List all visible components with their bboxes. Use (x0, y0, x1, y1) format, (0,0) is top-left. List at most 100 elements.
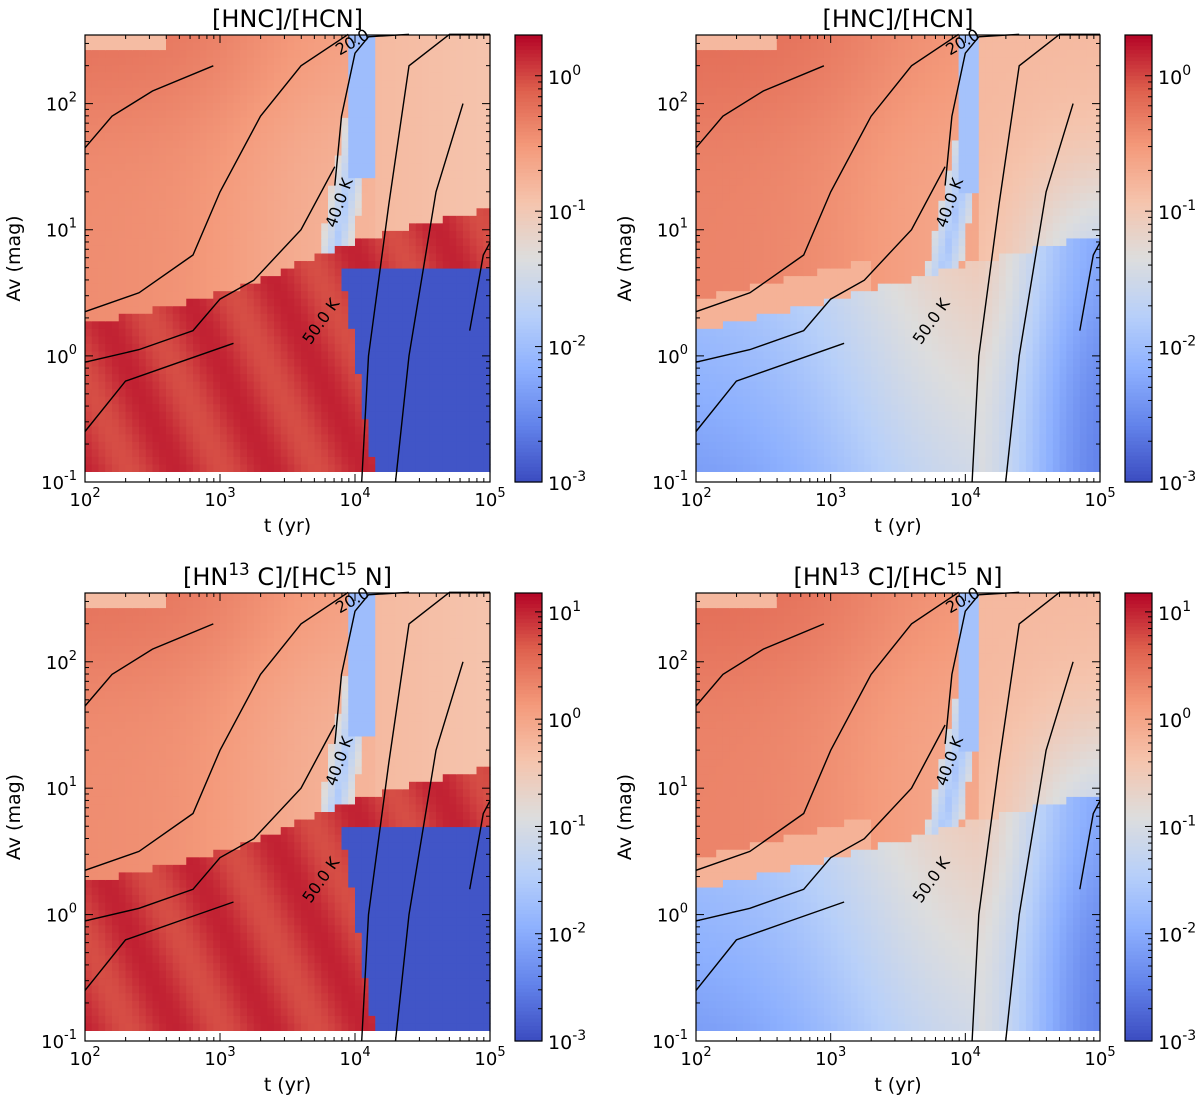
heatmap-cell (783, 65, 791, 74)
heatmap-cell (267, 35, 275, 44)
heatmap-cell (280, 419, 289, 428)
heatmap-cell (810, 215, 818, 224)
heatmap-cell (409, 95, 417, 104)
heatmap-cell (790, 102, 798, 111)
heatmap-cell (375, 223, 383, 232)
colorbar-segment (515, 143, 542, 148)
heatmap-cell (729, 298, 737, 307)
heatmap-cell (152, 291, 160, 300)
heatmap-cell (810, 276, 818, 285)
heatmap-cell (98, 80, 106, 89)
heatmap-cell (776, 215, 785, 224)
heatmap-cell (334, 434, 343, 443)
heatmap-cell (294, 419, 302, 428)
heatmap-cell (368, 95, 376, 104)
heatmap-cell (166, 283, 174, 292)
heatmap-cell (348, 117, 356, 127)
heatmap-cell (436, 366, 444, 375)
heatmap-cell (756, 215, 764, 224)
heatmap-cell (179, 42, 187, 51)
heatmap-cell (206, 404, 214, 413)
colorbar-segment (515, 198, 542, 204)
heatmap-cell (830, 117, 838, 127)
heatmap-cell (402, 261, 410, 270)
heatmap-cell (402, 170, 410, 179)
heatmap-cell (199, 253, 208, 262)
heatmap-cell (112, 306, 120, 315)
heatmap-cell (199, 328, 208, 337)
heatmap-cell (436, 57, 444, 66)
heatmap-cell (118, 321, 127, 330)
heatmap-cell (422, 313, 430, 322)
heatmap-cell (334, 366, 343, 375)
heatmap-cell (442, 358, 451, 368)
heatmap-cell (830, 343, 838, 353)
y-tick-label: 10-1 (41, 469, 77, 494)
heatmap-cell (736, 35, 744, 44)
heatmap-cell (483, 456, 491, 466)
heatmap-cell (823, 328, 832, 337)
heatmap-cell (179, 87, 187, 96)
heatmap-cell (355, 125, 363, 134)
heatmap-cell (139, 434, 147, 443)
heatmap-cell (476, 148, 484, 157)
heatmap-cell (98, 193, 106, 202)
heatmap-cell (817, 374, 825, 383)
colorbar-segment (515, 184, 542, 189)
heatmap-cell (361, 148, 370, 157)
heatmap-cell (456, 276, 464, 285)
heatmap-cell (709, 163, 717, 172)
heatmap-cell (193, 132, 201, 142)
heatmap-cell (736, 163, 744, 172)
heatmap-cell (85, 381, 93, 390)
heatmap-cell (803, 245, 812, 255)
heatmap-cell (756, 132, 764, 142)
heatmap-cell (770, 110, 778, 119)
heatmap-cell (267, 238, 275, 247)
heatmap-cell (770, 72, 778, 81)
heatmap-cell (722, 193, 731, 202)
heatmap-cell (783, 464, 791, 473)
colorbar-segment (515, 385, 542, 390)
heatmap-cell (172, 185, 181, 194)
heatmap-cell (776, 57, 785, 66)
heatmap-cell (409, 80, 417, 89)
heatmap-cell (436, 411, 444, 420)
heatmap-cell (463, 87, 471, 96)
heatmap-cell (199, 125, 208, 134)
heatmap-cell (193, 80, 201, 89)
heatmap-cell (253, 389, 262, 398)
heatmap-cell (348, 238, 356, 247)
heatmap-cell (287, 321, 295, 330)
heatmap-cell (797, 456, 805, 466)
heatmap-cell (287, 193, 295, 202)
heatmap-cell (132, 396, 140, 405)
heatmap-cell (118, 102, 127, 111)
heatmap-cell (247, 238, 255, 247)
heatmap-cell (328, 328, 336, 337)
heatmap-cell (743, 321, 751, 330)
heatmap-cell (449, 381, 457, 390)
heatmap-cell (247, 343, 255, 353)
heatmap-cell (314, 434, 322, 443)
heatmap-cell (199, 102, 208, 111)
heatmap-cell (112, 50, 120, 59)
heatmap-cell (294, 411, 302, 420)
heatmap-cell (422, 110, 430, 119)
heatmap-cell (702, 321, 711, 330)
heatmap-cell (402, 223, 410, 232)
heatmap-cell (476, 313, 484, 322)
heatmap-cell (307, 72, 316, 81)
heatmap-cell (355, 464, 363, 473)
heatmap-cell (98, 148, 106, 157)
heatmap-cell (341, 374, 349, 383)
heatmap-cell (226, 351, 235, 360)
heatmap-cell (314, 185, 322, 194)
heatmap-cell (763, 80, 771, 89)
heatmap-cell (314, 306, 322, 315)
heatmap-cell (186, 110, 194, 119)
heatmap-cell (729, 50, 737, 59)
heatmap-cell (348, 140, 356, 149)
heatmap-cell (199, 449, 208, 458)
heatmap-cell (709, 35, 717, 44)
